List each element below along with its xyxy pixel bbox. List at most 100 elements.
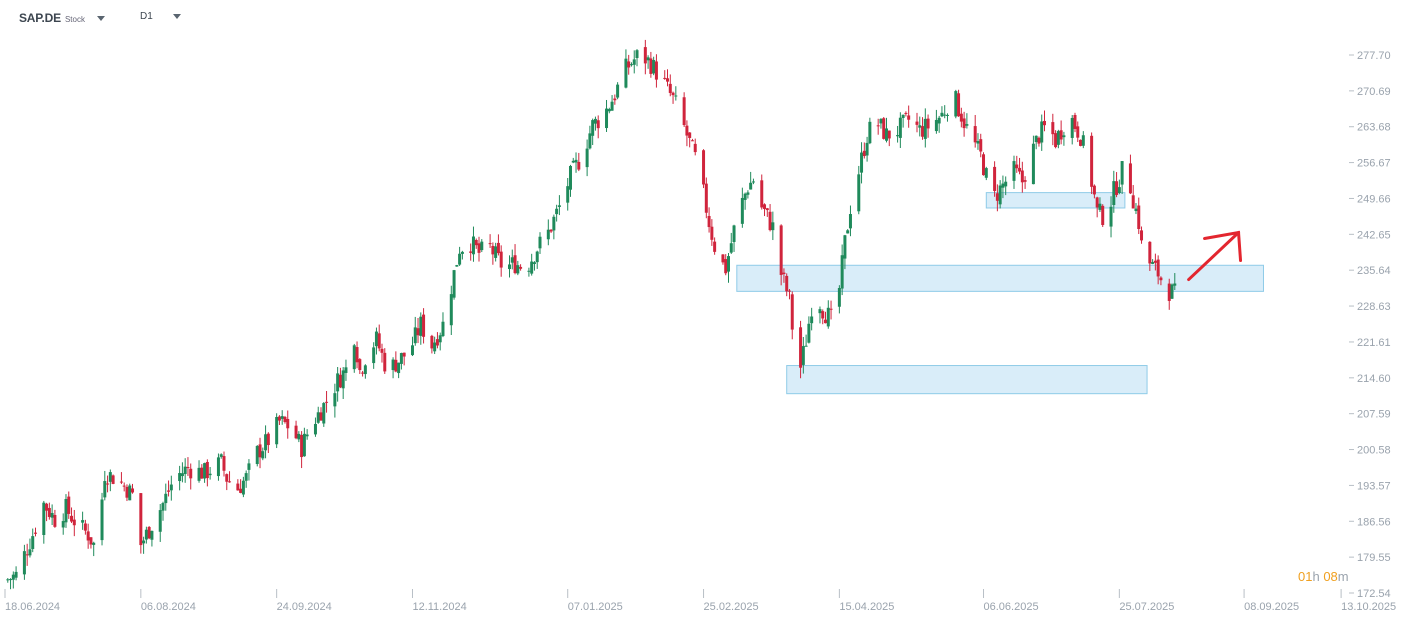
candle-body bbox=[984, 168, 988, 178]
candle-body bbox=[413, 327, 417, 344]
date-tick-label: 06.06.2025 bbox=[984, 601, 1039, 613]
candle-body bbox=[682, 97, 686, 126]
candle-body bbox=[557, 205, 561, 207]
candle-body bbox=[818, 309, 822, 314]
candle-body bbox=[67, 496, 71, 514]
candle-body bbox=[222, 456, 226, 471]
candle-body bbox=[108, 472, 112, 482]
candle-body bbox=[937, 117, 941, 124]
candle-body bbox=[790, 294, 794, 330]
candle-body bbox=[624, 58, 628, 88]
candle-body bbox=[239, 488, 243, 493]
candle-body bbox=[868, 121, 872, 144]
candle-body bbox=[1054, 133, 1058, 148]
candle-body bbox=[945, 114, 949, 116]
candle-body bbox=[616, 84, 620, 98]
candle-body bbox=[1012, 161, 1016, 181]
candle-body bbox=[726, 256, 730, 272]
price-tick-label: 179.55 bbox=[1357, 552, 1391, 564]
candle-body bbox=[302, 433, 306, 457]
price-tick-label: 228.63 bbox=[1357, 301, 1391, 313]
candle-body bbox=[799, 327, 803, 368]
date-tick-label: 15.04.2025 bbox=[839, 601, 894, 613]
candle-body bbox=[632, 59, 636, 65]
candle-body bbox=[45, 503, 49, 511]
candle-body bbox=[33, 532, 37, 534]
candle-body bbox=[1112, 181, 1116, 205]
candle-body bbox=[261, 451, 265, 459]
candle-body bbox=[663, 77, 667, 79]
candle-body bbox=[150, 530, 154, 540]
candle-body bbox=[593, 118, 597, 124]
candle-body bbox=[488, 243, 492, 245]
candle-body bbox=[1095, 197, 1099, 208]
candle-body bbox=[1031, 143, 1035, 185]
candle-body bbox=[702, 150, 706, 185]
symbol-type: Stock bbox=[64, 14, 85, 24]
candle-body bbox=[344, 367, 348, 373]
candle-body bbox=[771, 222, 775, 231]
candle-body bbox=[264, 434, 268, 451]
price-tick-label: 242.65 bbox=[1357, 229, 1391, 241]
date-tick-label: 07.01.2025 bbox=[568, 601, 623, 613]
candle-body bbox=[824, 319, 828, 324]
candle-body bbox=[785, 275, 789, 292]
candle-body bbox=[882, 118, 886, 139]
candle-body bbox=[86, 531, 90, 541]
timeframe-value: D1 bbox=[140, 11, 153, 22]
candle-body bbox=[671, 92, 675, 96]
candle-body bbox=[829, 308, 833, 310]
candle-body bbox=[358, 359, 362, 371]
candle-body bbox=[965, 124, 969, 126]
candle-body bbox=[1148, 241, 1152, 264]
candle-body bbox=[1101, 205, 1105, 225]
candle-body bbox=[566, 186, 570, 203]
candle-body bbox=[294, 425, 298, 439]
candle-body bbox=[585, 148, 589, 168]
candle-body bbox=[471, 236, 475, 255]
candle-body bbox=[763, 204, 767, 209]
candle-body bbox=[1037, 137, 1041, 144]
candle-body bbox=[458, 253, 462, 265]
candle-body bbox=[119, 481, 123, 483]
arrow-head bbox=[1203, 230, 1243, 263]
candle-body bbox=[452, 270, 456, 298]
candle-body bbox=[277, 416, 281, 421]
candle-body bbox=[205, 461, 209, 479]
candle-body bbox=[258, 444, 262, 458]
candle-body bbox=[280, 416, 284, 419]
candle-body bbox=[1004, 181, 1008, 187]
candle-body bbox=[973, 126, 977, 143]
candle-body bbox=[208, 473, 212, 476]
candle-body bbox=[574, 159, 578, 163]
candle-body bbox=[982, 154, 986, 176]
candle-body bbox=[42, 502, 46, 535]
candle-body bbox=[158, 510, 162, 532]
candle-body bbox=[887, 130, 891, 139]
candle-body bbox=[380, 348, 384, 353]
candle-body bbox=[993, 166, 997, 191]
date-axis: 18.06.2024 06.08.2024 24.09.2024 12.11.2024… bbox=[4, 589, 1396, 613]
candle-body bbox=[410, 345, 414, 356]
candle-body bbox=[605, 108, 609, 129]
candle-body bbox=[297, 433, 301, 440]
price-tick-label: 249.66 bbox=[1357, 193, 1391, 205]
candle-body bbox=[92, 542, 96, 545]
candle-body bbox=[180, 473, 184, 477]
symbol-selector[interactable]: SAP.DE Stock bbox=[19, 11, 105, 25]
candle-body bbox=[266, 433, 270, 446]
candle-body bbox=[455, 265, 459, 267]
candle-body bbox=[438, 335, 442, 343]
candle-body bbox=[627, 61, 631, 68]
timeframe-selector[interactable]: D1 bbox=[140, 11, 181, 22]
candle-body bbox=[995, 193, 999, 201]
trend-arrow bbox=[1187, 230, 1243, 282]
candle-body bbox=[494, 246, 498, 258]
candle-body bbox=[255, 446, 259, 465]
candle-body bbox=[549, 229, 553, 232]
candle-body bbox=[228, 481, 232, 483]
candle-body bbox=[70, 515, 74, 522]
candle-body bbox=[926, 118, 930, 129]
candle-body bbox=[1098, 203, 1102, 210]
